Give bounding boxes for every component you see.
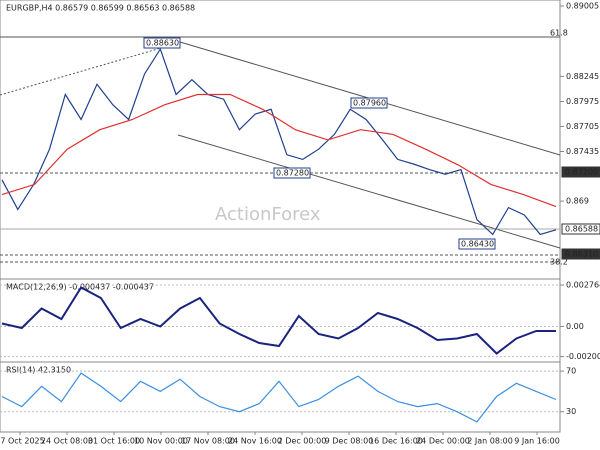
annotation: 61.8 [550,29,568,38]
x-tick-label: 24 Oct 08:00 [41,437,93,446]
annotation: 0.88630 [146,39,179,48]
series-line [1,286,556,355]
y-tick-label: 0.00 [566,322,584,331]
series-line [1,93,557,208]
y-tick-label: 0.89005 [566,2,599,11]
x-tick-label: 17 Nov 08:00 [181,437,235,446]
series-line [1,47,557,236]
y-tick-label: 0.87705 [566,122,599,131]
price-badge-label: 0.87200 [565,168,598,177]
x-tick-label: 2 Jan 08:00 [467,437,513,446]
price-badge [561,223,600,235]
y-tick-label: 0.869 [566,197,589,206]
y-tick-label: 30 [566,407,576,416]
annotation: 0.87280 [276,169,309,178]
price-badge-label: 0.86588 [565,225,598,234]
x-tick-label: 17 Oct 2025 [0,437,45,446]
y-tick-label: 0.87435 [566,147,599,156]
y-tick-label: 70 [566,367,576,376]
price-badge [561,248,600,260]
annotation: 38.2 [550,258,568,267]
annotation-box [458,238,496,250]
x-tick-label: 24 Nov 16:00 [228,437,282,446]
x-tick-label: 24 Dec 00:00 [416,437,470,446]
y-tick-label: 0.88245 [566,72,599,81]
annotation: 0.86430 [461,240,494,249]
y-tick-label: 0.87975 [566,97,599,106]
y-tick-label: 0.002764 [566,281,600,290]
x-tick-label: 10 Nov 00:00 [134,437,188,446]
trend-line [0,42,179,96]
annotation-box [273,167,311,179]
x-tick-label: 16 Dec 16:00 [369,437,423,446]
macd-title: MACD(12,26,9) -0.000437 -0.000437 [6,283,154,292]
x-tick-label: 31 Oct 16:00 [88,437,140,446]
y-tick-label: -0.002005 [566,352,600,361]
annotation: 0.87960 [353,99,386,108]
header: EURGBP,H4 0.86579 0.86599 0.86563 0.8658… [6,4,195,13]
price-badge-label: 0.86310 [565,250,598,259]
x-tick-label: 9 Jan 16:00 [514,437,560,446]
series-line [1,372,557,423]
annotation-box [143,37,181,49]
price-badge [561,166,600,178]
annotation-box [350,97,388,109]
x-tick-label: 9 Dec 08:00 [325,437,374,446]
watermark: ActionForex [215,204,321,225]
x-tick-label: 2 Dec 00:00 [278,437,327,446]
rsi-title: RSI(14) 42.3150 [6,366,71,375]
